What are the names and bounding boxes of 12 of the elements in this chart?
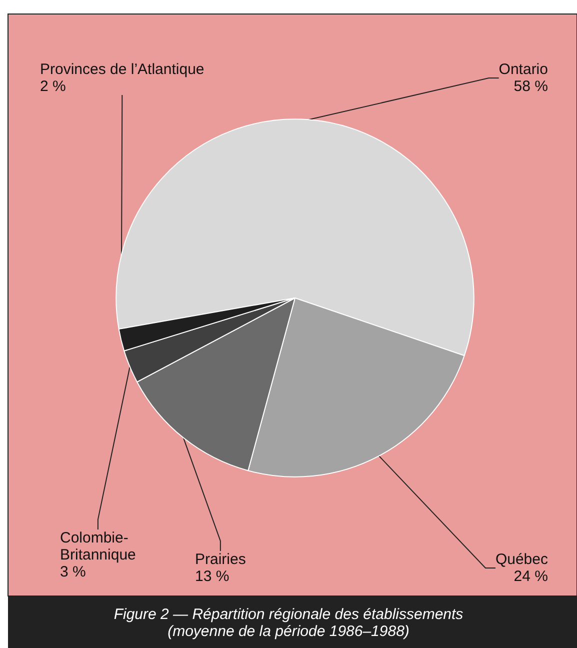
data-label: 13 % [195, 568, 230, 585]
slice-label: Québec [495, 551, 548, 568]
data-label: 24 % [514, 568, 548, 585]
slice-label: Ontario [498, 61, 548, 78]
slice-label: Provinces de l’Atlantique [40, 61, 204, 78]
text: Figure 2 — Répartition régionale des établissements [114, 606, 464, 623]
data-label: 58 % [514, 78, 548, 95]
slice-label: Colombie- Britannique [60, 530, 136, 564]
text: (moyenne de la période 1986–1988) [168, 623, 410, 640]
data-label: 2 % [40, 78, 66, 95]
data-label: 3 % [60, 564, 86, 580]
slice-label: Prairies [195, 551, 246, 568]
